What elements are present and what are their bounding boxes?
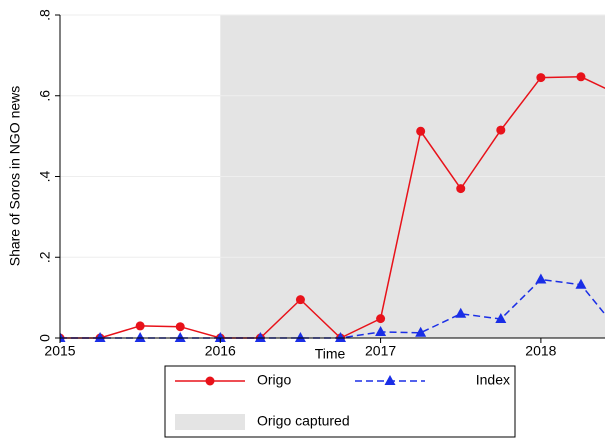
point [94, 332, 106, 342]
point [536, 73, 546, 83]
point [375, 325, 387, 336]
x-tick-label: 2018 [525, 343, 556, 359]
y-tick-label: .8 [37, 9, 53, 21]
point [456, 184, 466, 194]
point [415, 326, 427, 337]
legend-swatch [175, 414, 245, 430]
point [254, 332, 266, 342]
point [576, 72, 586, 82]
point [175, 322, 185, 332]
point [495, 313, 507, 324]
point [535, 273, 547, 284]
point [134, 332, 146, 342]
x-tick-label: 2016 [205, 343, 236, 359]
point [174, 332, 186, 342]
x-tick-label: 2017 [365, 343, 396, 359]
point [294, 332, 306, 342]
point [455, 307, 467, 318]
y-axis-label: Share of Soros in NGO news [7, 86, 23, 267]
point [376, 314, 386, 324]
y-tick-label: .4 [37, 170, 53, 182]
point [60, 332, 66, 342]
y-tick-label: .6 [37, 90, 53, 102]
x-tick-label: 2015 [44, 343, 75, 359]
legend-label: Origo [257, 372, 291, 388]
point [135, 321, 145, 331]
plot-area [60, 14, 605, 342]
legend-label: Origo captured [257, 413, 350, 429]
y-tick-label: .2 [37, 251, 53, 263]
point [295, 295, 305, 305]
point [214, 332, 226, 342]
point [416, 126, 426, 136]
point [496, 125, 506, 135]
legend-marker [384, 375, 396, 385]
legend-marker [205, 376, 215, 386]
point [335, 332, 347, 342]
legend-label: Index [476, 372, 510, 388]
point [575, 278, 587, 289]
x-axis-label: Time [315, 346, 346, 362]
y-tick-label: 0 [37, 334, 53, 342]
